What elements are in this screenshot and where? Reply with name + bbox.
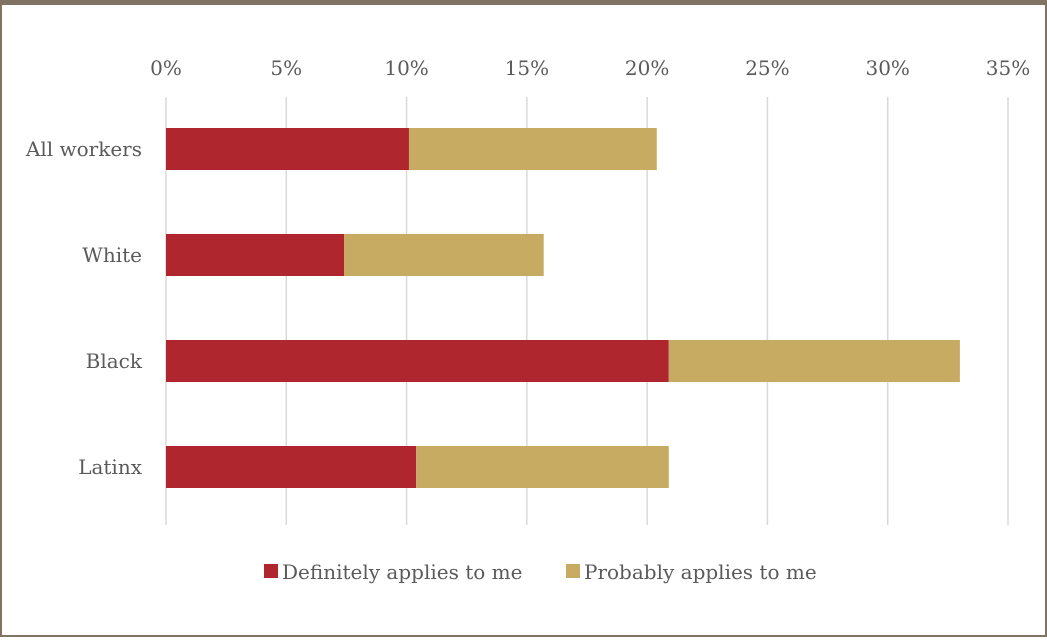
y-axis-categories: All workers White Black Latinx bbox=[25, 137, 143, 479]
category-label: All workers bbox=[25, 137, 142, 161]
x-tick-label: 20% bbox=[625, 56, 669, 80]
x-axis-ticks: 0% 5% 10% 15% 20% 25% 30% 35% bbox=[150, 56, 1030, 80]
legend: Definitely applies to me Probably applies… bbox=[264, 560, 817, 584]
x-tick-label: 15% bbox=[505, 56, 549, 80]
legend-label: Definitely applies to me bbox=[282, 560, 522, 584]
bar-segment-definitely bbox=[166, 446, 417, 488]
x-tick-label: 5% bbox=[270, 56, 302, 80]
stacked-bar-chart: 0% 5% 10% 15% 20% 25% 30% 35% All workers White B… bbox=[25, 56, 1030, 584]
bar-segment-probably bbox=[344, 234, 544, 276]
x-tick-label: 0% bbox=[150, 56, 182, 80]
bars bbox=[166, 128, 960, 488]
bar-segment-definitely bbox=[166, 128, 409, 170]
bar-segment-definitely bbox=[166, 340, 669, 382]
x-tick-label: 10% bbox=[384, 56, 428, 80]
category-label: Black bbox=[86, 349, 143, 373]
legend-swatch bbox=[264, 564, 278, 578]
bar-segment-probably bbox=[668, 340, 960, 382]
legend-swatch bbox=[566, 564, 580, 578]
bar-segment-probably bbox=[408, 128, 657, 170]
category-label: Latinx bbox=[78, 455, 143, 479]
x-tick-label: 25% bbox=[745, 56, 789, 80]
x-tick-label: 35% bbox=[986, 56, 1030, 80]
bar-segment-definitely bbox=[166, 234, 345, 276]
legend-label: Probably applies to me bbox=[584, 560, 817, 584]
x-tick-label: 30% bbox=[865, 56, 909, 80]
bar-segment-probably bbox=[416, 446, 669, 488]
category-label: White bbox=[82, 243, 142, 267]
